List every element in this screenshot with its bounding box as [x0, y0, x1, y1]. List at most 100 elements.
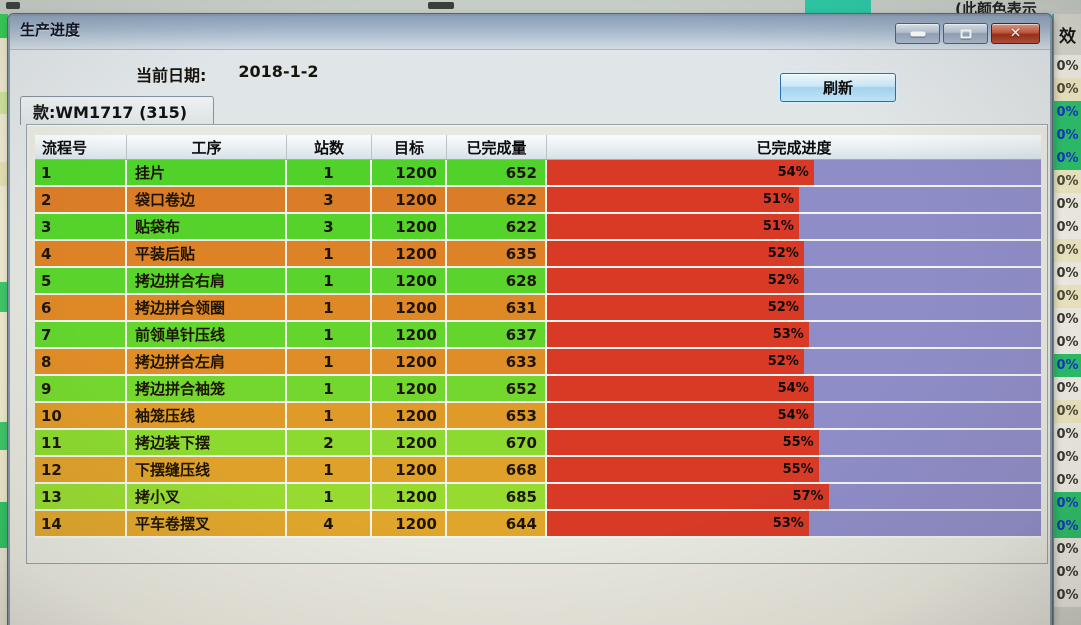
table-row[interactable]: 1 挂片 1 1200 652 54% [35, 160, 1041, 187]
cell-completed: 668 [447, 457, 547, 482]
progress-percent-label: 52% [767, 300, 799, 315]
cell-progress: 52% [547, 295, 1041, 320]
cell-progress: 51% [547, 187, 1041, 212]
cell-progress: 55% [547, 457, 1041, 482]
maximize-button[interactable] [943, 23, 988, 44]
header-stations: 站数 [287, 135, 372, 159]
efficiency-cell: 0% [1054, 239, 1081, 262]
cell-target: 1200 [372, 430, 447, 455]
efficiency-column-header: 效 [1059, 27, 1076, 47]
progress-bar-fill: 55% [547, 457, 819, 482]
efficiency-cell: 0% [1054, 492, 1081, 515]
progress-bar-track: 53% [547, 511, 1041, 536]
progress-percent-label: 52% [767, 354, 799, 369]
cell-operation: 挂片 [127, 160, 287, 185]
cell-completed: 635 [447, 241, 547, 266]
cell-stations: 1 [287, 484, 372, 509]
table-row[interactable]: 10 袖笼压线 1 1200 653 54% [35, 403, 1041, 430]
dialog-title: 生产进度 [20, 21, 81, 39]
efficiency-cell: 0% [1054, 446, 1081, 469]
progress-bar-track: 52% [547, 241, 1041, 266]
cell-process-no: 6 [35, 295, 127, 320]
cell-process-no: 13 [35, 484, 127, 509]
tab-style-wm1717[interactable]: 款:WM1717 (315) [20, 96, 214, 125]
cell-completed: 622 [447, 214, 547, 239]
dialog-titlebar[interactable]: 生产进度 ✕ [10, 16, 1050, 50]
cell-operation: 平装后贴 [127, 241, 287, 266]
efficiency-cell: 0% [1054, 55, 1081, 78]
cell-process-no: 3 [35, 214, 127, 239]
cell-operation: 拷边拼合领圈 [127, 295, 287, 320]
cell-process-no: 4 [35, 241, 127, 266]
cell-process-no: 1 [35, 160, 127, 185]
refresh-button[interactable]: 刷新 [780, 73, 896, 102]
table-row[interactable]: 13 拷小叉 1 1200 685 57% [35, 484, 1041, 511]
progress-percent-label: 55% [782, 435, 814, 450]
table-row[interactable]: 11 拷边装下摆 2 1200 670 55% [35, 430, 1041, 457]
cell-stations: 1 [287, 295, 372, 320]
table-body: 1 挂片 1 1200 652 54% 2 袋口卷边 3 1200 622 51… [35, 160, 1041, 538]
table-row[interactable]: 6 拷边拼合领圈 1 1200 631 52% [35, 295, 1041, 322]
table-row[interactable]: 7 前领单针压线 1 1200 637 53% [35, 322, 1041, 349]
cell-target: 1200 [372, 322, 447, 347]
cell-progress: 53% [547, 511, 1041, 536]
table-row[interactable]: 12 下摆缝压线 1 1200 668 55% [35, 457, 1041, 484]
cell-process-no: 7 [35, 322, 127, 347]
cell-progress: 54% [547, 376, 1041, 401]
cell-stations: 1 [287, 376, 372, 401]
progress-bar-track: 51% [547, 187, 1041, 212]
cell-stations: 3 [287, 214, 372, 239]
header-progress: 已完成进度 [756, 138, 832, 157]
cell-target: 1200 [372, 295, 447, 320]
table-row[interactable]: 3 贴袋布 3 1200 622 51% [35, 214, 1041, 241]
cell-operation: 袋口卷边 [127, 187, 287, 212]
screen-artifact [6, 2, 20, 9]
progress-percent-label: 54% [777, 381, 809, 396]
table-row[interactable]: 8 拷边拼合左肩 1 1200 633 52% [35, 349, 1041, 376]
cell-process-no: 11 [35, 430, 127, 455]
cell-completed: 631 [447, 295, 547, 320]
efficiency-cell: 0% [1054, 538, 1081, 561]
table-row[interactable]: 5 拷边拼合右肩 1 1200 628 52% [35, 268, 1041, 295]
minimize-icon [910, 31, 925, 36]
progress-percent-label: 51% [762, 219, 794, 234]
cell-process-no: 2 [35, 187, 127, 212]
cell-completed: 637 [447, 322, 547, 347]
progress-bar-fill: 54% [547, 160, 814, 185]
cell-progress: 55% [547, 430, 1041, 455]
table-row[interactable]: 2 袋口卷边 3 1200 622 51% [35, 187, 1041, 214]
legend-partial-text: (此颜色表示 [955, 0, 1037, 14]
progress-percent-label: 54% [777, 408, 809, 423]
cell-completed: 644 [447, 511, 547, 536]
efficiency-cell: 0% [1054, 101, 1081, 124]
close-button[interactable]: ✕ [991, 23, 1040, 44]
efficiency-cell: 0% [1054, 170, 1081, 193]
cell-stations: 2 [287, 430, 372, 455]
progress-bar-fill: 54% [547, 403, 814, 428]
cell-completed: 622 [447, 187, 547, 212]
close-icon: ✕ [1009, 25, 1022, 42]
efficiency-cell: 0% [1054, 354, 1081, 377]
header-operation: 工序 [127, 135, 287, 159]
table-row[interactable]: 14 平车卷摆叉 4 1200 644 53% [35, 511, 1041, 538]
cell-progress: 51% [547, 214, 1041, 239]
cell-operation: 下摆缝压线 [127, 457, 287, 482]
efficiency-cell: 0% [1054, 423, 1081, 446]
table-row[interactable]: 9 拷边拼合袖笼 1 1200 652 54% [35, 376, 1041, 403]
efficiency-cell: 0% [1054, 78, 1081, 101]
cell-stations: 3 [287, 187, 372, 212]
cell-progress: 52% [547, 349, 1041, 374]
minimize-button[interactable] [895, 23, 940, 44]
table-row[interactable]: 4 平装后贴 1 1200 635 52% [35, 241, 1041, 268]
tab-page: 流程号 工序 站数 目标 已完成量 已完成进度 1 挂片 1 1200 652 … [26, 124, 1048, 564]
progress-bar-fill: 55% [547, 430, 819, 455]
cell-operation: 袖笼压线 [127, 403, 287, 428]
screen-artifact [428, 2, 454, 9]
cell-stations: 4 [287, 511, 372, 536]
cell-stations: 1 [287, 322, 372, 347]
cell-progress: 54% [547, 403, 1041, 428]
progress-percent-label: 55% [782, 462, 814, 477]
cell-progress: 54% [547, 160, 1041, 185]
cell-target: 1200 [372, 457, 447, 482]
